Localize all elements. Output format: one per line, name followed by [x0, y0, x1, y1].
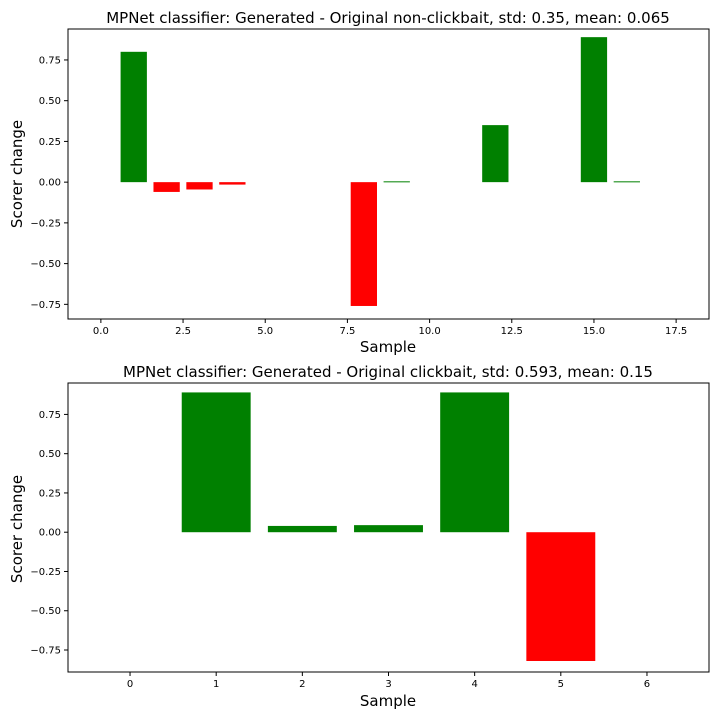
bar-sample-3: [354, 525, 423, 533]
bar-sample-15: [580, 37, 608, 183]
x-tick-label: 2: [299, 679, 305, 690]
x-tick-label: 17.5: [665, 326, 687, 337]
chart-clickbait: MPNet classifier: Generated - Original c…: [8, 363, 710, 710]
x-axis-label: Sample: [360, 338, 416, 356]
x-tick-label: 4: [471, 679, 477, 690]
y-tick-label: 0.50: [39, 96, 61, 107]
bar-sample-4: [440, 392, 510, 533]
x-tick-label: 0: [127, 679, 133, 690]
y-tick-label: −0.50: [30, 606, 61, 617]
x-tick-label: 12.5: [501, 326, 523, 337]
x-tick-label: 5.0: [257, 326, 273, 337]
bar-sample-16: [613, 181, 640, 183]
y-tick-label: −0.75: [30, 300, 61, 311]
x-tick-label: 0.0: [93, 326, 109, 337]
x-tick-label: 10.0: [418, 326, 440, 337]
bar-sample-8: [350, 182, 377, 306]
x-tick-label: 3: [385, 679, 391, 690]
bar-sample-2: [267, 525, 337, 533]
bar-sample-4: [219, 182, 246, 185]
x-axis-label: Sample: [360, 692, 416, 710]
y-tick-label: 0.00: [39, 178, 61, 189]
y-tick-label: −0.75: [30, 646, 61, 657]
chart-non-clickbait: MPNet classifier: Generated - Original n…: [8, 9, 710, 356]
x-tick-label: 5: [558, 679, 564, 690]
plot-frame: [67, 28, 710, 320]
y-tick-label: 0.75: [39, 410, 61, 421]
y-tick-label: −0.50: [30, 259, 61, 270]
bar-sample-9: [383, 181, 410, 183]
y-tick-label: 0.50: [39, 449, 61, 460]
chart-title: MPNet classifier: Generated - Original n…: [106, 9, 670, 27]
bar-sample-1: [120, 51, 147, 183]
x-tick-label: 1: [213, 679, 219, 690]
x-tick-label: 7.5: [339, 326, 355, 337]
x-tick-label: 2.5: [175, 326, 191, 337]
x-tick-label: 6: [644, 679, 650, 690]
x-tick-label: 15.0: [583, 326, 605, 337]
y-tick-label: −0.25: [30, 218, 61, 229]
bar-sample-2: [153, 182, 180, 192]
y-tick-label: 0.25: [39, 137, 61, 148]
y-tick-label: 0.00: [39, 528, 61, 539]
y-tick-label: −0.25: [30, 567, 61, 578]
chart-title: MPNet classifier: Generated - Original c…: [123, 363, 653, 381]
bar-sample-1: [181, 392, 251, 533]
y-tick-label: 0.25: [39, 488, 61, 499]
y-axis-label: Scorer change: [8, 120, 26, 228]
y-tick-label: 0.75: [39, 55, 61, 66]
y-axis-label: Scorer change: [8, 475, 26, 583]
bar-sample-3: [186, 182, 213, 190]
bar-sample-5: [526, 532, 596, 661]
bar-sample-12: [482, 125, 509, 183]
